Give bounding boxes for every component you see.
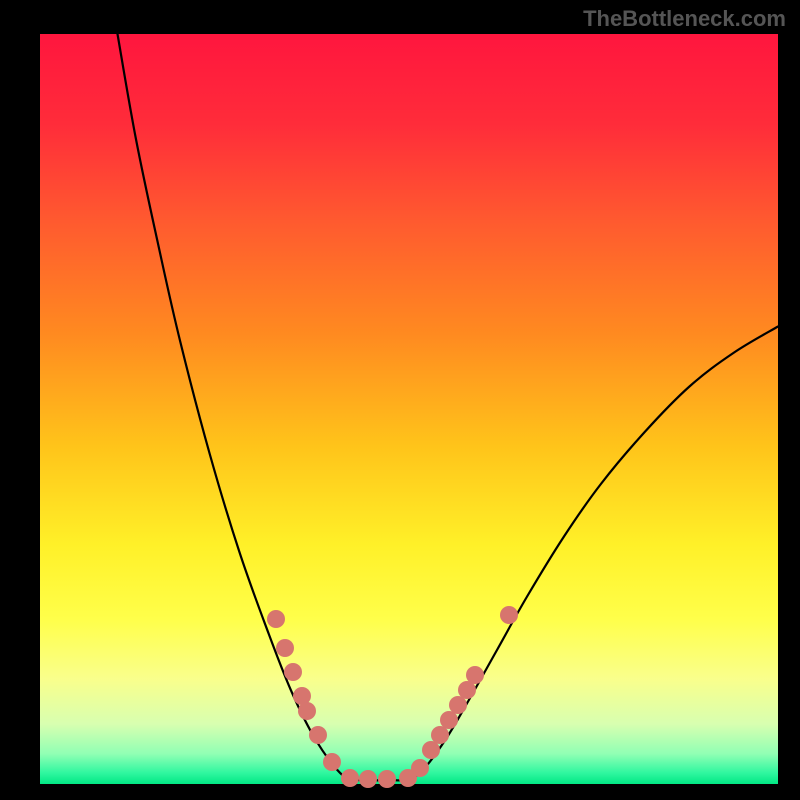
watermark-text: TheBottleneck.com xyxy=(583,6,786,32)
data-point xyxy=(411,759,429,777)
data-point xyxy=(359,770,377,788)
data-point xyxy=(309,726,327,744)
data-point xyxy=(267,610,285,628)
data-point xyxy=(298,702,316,720)
bottleneck-curve xyxy=(40,34,778,784)
data-point xyxy=(378,770,396,788)
plot-area xyxy=(40,34,778,784)
data-point xyxy=(276,639,294,657)
data-point xyxy=(466,666,484,684)
data-point xyxy=(500,606,518,624)
data-point xyxy=(323,753,341,771)
data-point xyxy=(284,663,302,681)
data-point xyxy=(341,769,359,787)
